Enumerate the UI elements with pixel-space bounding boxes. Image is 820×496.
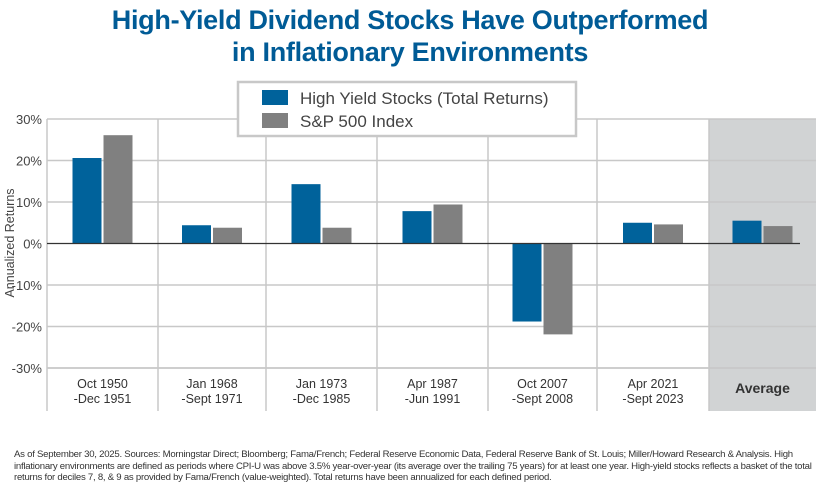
highlight-column-bg xyxy=(709,119,816,411)
footnote: As of September 30, 2025. Sources: Morni… xyxy=(14,449,812,483)
y-tick-label: 10% xyxy=(16,195,42,210)
y-tick-label: -10% xyxy=(12,278,43,293)
y-tick-label: -20% xyxy=(12,320,43,335)
legend-label-high-yield: High Yield Stocks (Total Returns) xyxy=(300,89,549,108)
y-tick-label: -30% xyxy=(12,361,43,376)
bar-sp500 xyxy=(763,226,793,244)
x-category-label: Jan 1968 xyxy=(186,377,237,391)
bar-high-yield xyxy=(623,222,652,244)
x-category-label-line-2: -Sept 2008 xyxy=(512,392,573,406)
x-category-label-line-2: -Sept 1971 xyxy=(181,392,242,406)
x-category-label: Oct 2007 xyxy=(517,377,568,391)
bar-sp500 xyxy=(213,227,242,244)
x-category-label-line-2: -Jun 1991 xyxy=(405,392,461,406)
bar-sp500 xyxy=(543,243,573,335)
bar-high-yield xyxy=(72,158,102,244)
bar-high-yield xyxy=(732,220,762,244)
x-category-label: Jan 1973 xyxy=(296,377,347,391)
legend-label-sp500: S&P 500 Index xyxy=(300,112,414,131)
y-tick-label: 0% xyxy=(23,237,42,252)
bar-high-yield xyxy=(512,243,542,322)
chart-title-line-1: High-Yield Dividend Stocks Have Outperfo… xyxy=(111,5,709,35)
bar-chart: 30% 20% 10% -10% -20% -30% 0% Oct 1950-Dec 1951… xyxy=(3,80,816,411)
bar-sp500 xyxy=(654,224,683,244)
bar-sp500 xyxy=(322,227,352,244)
x-category-label: Apr 2021 xyxy=(628,377,679,391)
bar-sp500 xyxy=(433,204,463,244)
x-category-label: Average xyxy=(735,380,790,396)
y-tick-label: 20% xyxy=(16,154,42,169)
x-category-label: Apr 1987 xyxy=(407,377,458,391)
y-tick-label: 30% xyxy=(16,112,42,127)
legend-box xyxy=(236,80,578,138)
bar-high-yield xyxy=(182,225,211,244)
chart-title-line-2: in Inflationary Environments xyxy=(231,37,589,67)
x-category-label: Oct 1950 xyxy=(77,377,128,391)
bar-high-yield xyxy=(291,184,321,244)
bar-sp500 xyxy=(103,135,133,244)
x-category-label-line-2: -Dec 1951 xyxy=(74,392,132,406)
legend: High Yield Stocks (Total Returns) S&P 50… xyxy=(236,80,578,138)
legend-swatch-sp500 xyxy=(262,113,288,128)
chart-title: High-Yield Dividend Stocks Have Outperfo… xyxy=(0,4,820,68)
x-category-label-line-2: -Sept 2023 xyxy=(622,392,683,406)
y-axis-label: Annualized Returns xyxy=(3,188,17,297)
x-category-label-line-2: -Dec 1985 xyxy=(293,392,351,406)
bar-high-yield xyxy=(402,211,432,244)
legend-swatch-high-yield xyxy=(262,90,288,105)
